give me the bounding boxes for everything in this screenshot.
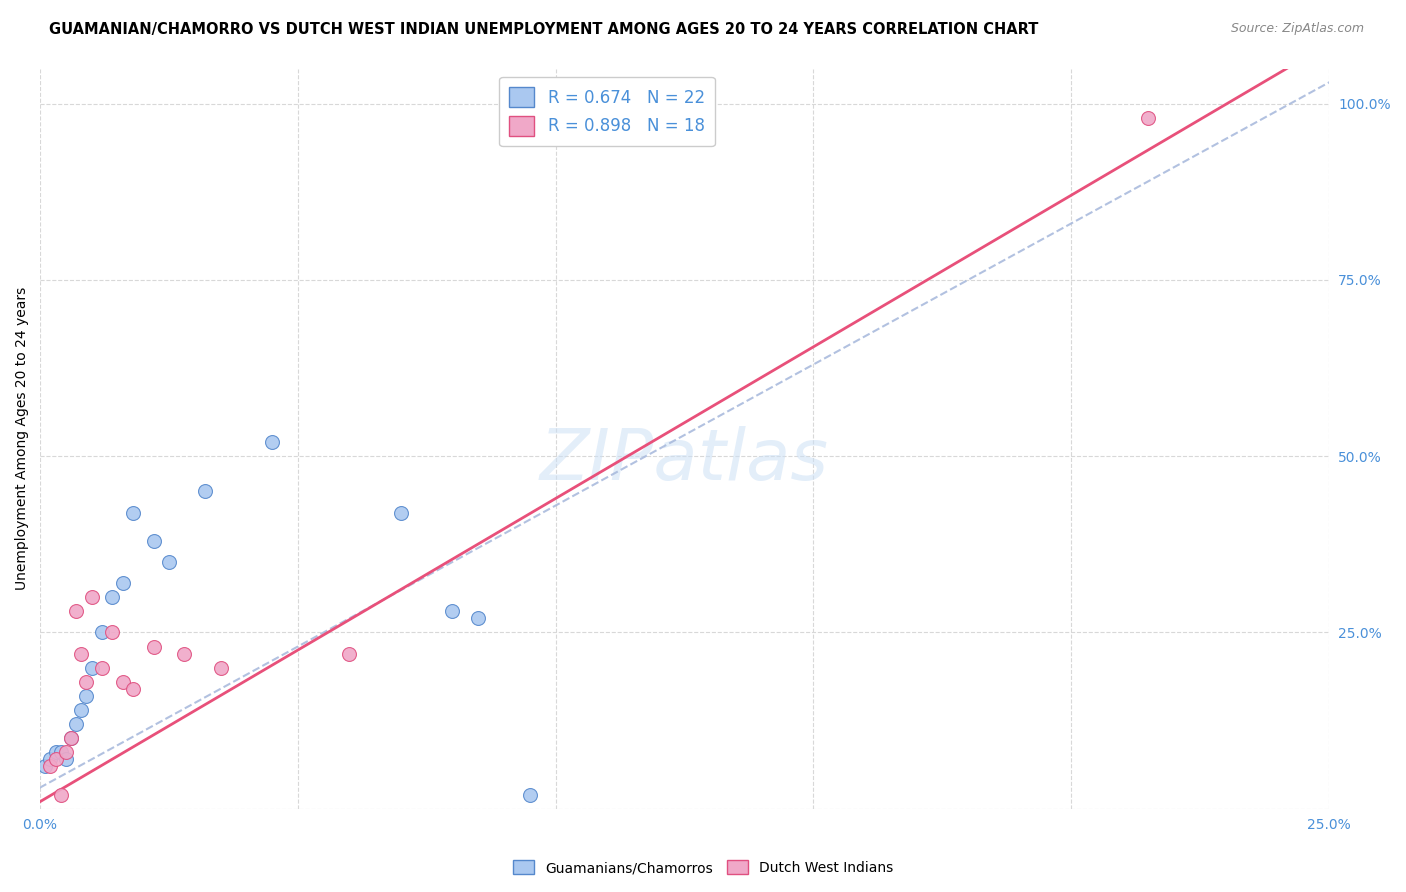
Point (122, 681, 145, 696)
Point (70, 647, 93, 661)
Legend: R = 0.674   N = 22, R = 0.898   N = 18: R = 0.674 N = 22, R = 0.898 N = 18 (499, 77, 714, 146)
Point (173, 647, 195, 661)
Point (45, 745, 67, 759)
Point (467, 611, 489, 625)
Point (55, 752, 77, 766)
Point (337, 647, 360, 661)
Legend: Guamanians/Chamorros, Dutch West Indians: Guamanians/Chamorros, Dutch West Indians (508, 855, 898, 880)
Point (122, 506, 145, 520)
Y-axis label: Unemployment Among Ages 20 to 24 years: Unemployment Among Ages 20 to 24 years (15, 287, 30, 591)
Point (34, 759, 56, 773)
Point (60, 731, 83, 746)
Point (142, 640, 165, 654)
Point (65, 604, 87, 618)
Point (389, 506, 412, 520)
Point (80, 591, 103, 605)
Point (76, 674, 98, 689)
Point (157, 555, 180, 569)
Point (55, 745, 77, 759)
Text: GUAMANIAN/CHAMORRO VS DUTCH WEST INDIAN UNEMPLOYMENT AMONG AGES 20 TO 24 YEARS C: GUAMANIAN/CHAMORRO VS DUTCH WEST INDIAN … (49, 22, 1039, 37)
Text: Source: ZipAtlas.com: Source: ZipAtlas.com (1230, 22, 1364, 36)
Point (70, 703, 93, 717)
Point (45, 752, 67, 766)
Point (76, 689, 98, 703)
Point (519, 788, 541, 802)
Point (39, 759, 62, 773)
Point (194, 484, 217, 499)
Point (91, 661, 114, 675)
Point (65, 717, 87, 731)
Point (1137, 111, 1160, 125)
Point (111, 674, 134, 689)
Point (209, 661, 232, 675)
Point (39, 752, 62, 766)
Point (101, 625, 124, 640)
Text: ZIPatlas: ZIPatlas (540, 426, 830, 495)
Point (91, 625, 114, 640)
Point (101, 591, 124, 605)
Point (142, 533, 165, 548)
Point (49, 745, 72, 759)
Point (49, 788, 72, 802)
Point (60, 731, 83, 746)
Point (111, 576, 134, 591)
Point (80, 661, 103, 675)
Point (260, 435, 283, 450)
Point (441, 604, 464, 618)
